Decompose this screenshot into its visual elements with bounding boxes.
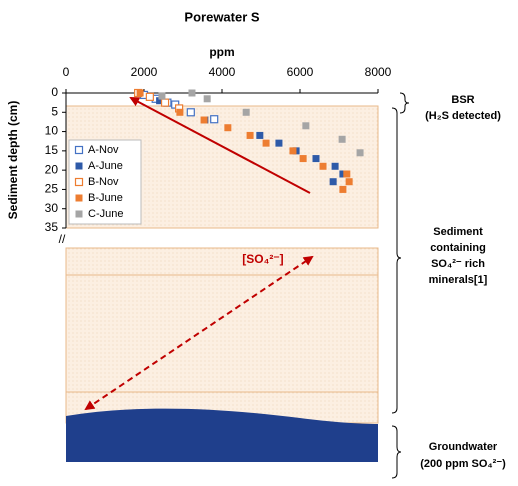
legend-label: B-Nov	[88, 176, 119, 188]
legend-label: B-June	[88, 192, 123, 204]
legend-marker	[74, 177, 84, 187]
x-tick-label: 6000	[287, 65, 314, 79]
x-tick-label: 2000	[131, 65, 158, 79]
point	[331, 162, 339, 170]
brace	[399, 92, 410, 114]
point	[242, 108, 250, 116]
groundwater-label: Groundwater	[429, 441, 498, 453]
sediment-label: Sediment	[433, 226, 483, 238]
sediment-label: minerals[1]	[429, 274, 488, 286]
sulfate-arrow	[84, 255, 314, 411]
legend-label: A-Nov	[88, 144, 119, 156]
y-tick-label: 30	[45, 201, 59, 215]
legend-label: A-June	[88, 160, 123, 172]
point	[186, 108, 195, 117]
x-tick-label: 4000	[209, 65, 236, 79]
point	[339, 170, 347, 178]
y-tick-label: 0	[51, 85, 58, 99]
sediment-label: SO₄²⁻ rich	[431, 258, 485, 270]
y-tick-label: 5	[51, 104, 58, 118]
y-tick-label: 35	[45, 220, 59, 234]
point	[188, 89, 196, 97]
legend-marker	[75, 210, 83, 218]
point	[339, 185, 347, 193]
point	[158, 92, 166, 100]
point	[145, 92, 154, 101]
point	[210, 115, 219, 124]
point	[156, 97, 164, 105]
x-tick-label: 0	[63, 65, 70, 79]
groundwater	[66, 408, 378, 462]
trend-arrow	[129, 97, 311, 194]
point	[302, 122, 310, 130]
legend-marker	[74, 145, 84, 155]
point	[160, 98, 170, 107]
legend-marker	[75, 194, 83, 202]
y-axis-label: Sediment depth (cm)	[6, 101, 20, 220]
point	[343, 170, 351, 178]
y-tick-label: 15	[45, 143, 59, 157]
point	[224, 124, 232, 132]
point	[356, 149, 364, 157]
point	[338, 135, 346, 143]
point	[246, 131, 254, 139]
y-tick-label: 10	[45, 124, 59, 138]
point	[203, 95, 211, 103]
chart-title: Porewater S	[184, 9, 259, 24]
brace	[391, 425, 402, 479]
point	[329, 178, 337, 186]
legend-label: C-June	[88, 208, 123, 220]
point	[256, 131, 264, 139]
point	[200, 116, 208, 124]
y-tick-label: 20	[45, 162, 59, 176]
point	[136, 89, 144, 97]
point	[345, 178, 353, 186]
groundwater-label: (200 ppm SO₄²⁻)	[420, 458, 506, 470]
bsr-label: BSR	[451, 94, 474, 106]
bsr-note: (H₂S detected)	[425, 110, 501, 122]
point	[275, 139, 283, 147]
axis-break: //	[59, 232, 66, 246]
sulfate-label: [SO₄²⁻]	[242, 252, 283, 266]
point	[299, 155, 307, 163]
point	[312, 155, 320, 163]
point	[262, 139, 270, 147]
sediment-label: containing	[430, 242, 486, 254]
sediment-mid	[65, 274, 379, 393]
point	[176, 108, 184, 116]
point	[289, 147, 297, 155]
point	[319, 162, 327, 170]
y-tick-label: 25	[45, 182, 59, 196]
x-tick-label: 8000	[365, 65, 392, 79]
x-axis-label: ppm	[209, 45, 234, 59]
legend-marker	[75, 162, 83, 170]
brace	[391, 107, 402, 414]
